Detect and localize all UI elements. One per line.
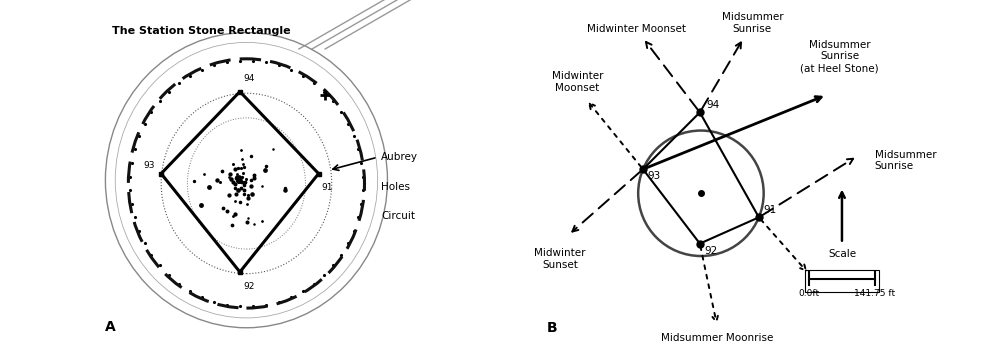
Text: Scale: Scale: [828, 249, 856, 259]
Text: Midsummer
Sunrise
(at Heel Stone): Midsummer Sunrise (at Heel Stone): [801, 40, 879, 73]
Text: 94: 94: [243, 74, 255, 84]
Text: Midsummer
Sunrise: Midsummer Sunrise: [721, 12, 783, 34]
Text: 93: 93: [648, 172, 661, 181]
Text: 92: 92: [243, 282, 255, 291]
Text: 92: 92: [704, 246, 717, 256]
Text: 94: 94: [706, 100, 719, 110]
Text: Midsummer Moonrise: Midsummer Moonrise: [661, 333, 774, 343]
Text: 91: 91: [321, 183, 333, 192]
Text: B: B: [547, 322, 558, 335]
Text: Circuit: Circuit: [381, 211, 415, 221]
Text: Holes: Holes: [381, 182, 410, 192]
Text: Aubrey: Aubrey: [381, 152, 418, 162]
Text: 0.0ft: 0.0ft: [799, 290, 819, 299]
Text: The Station Stone Rectangle: The Station Stone Rectangle: [112, 26, 291, 36]
Text: 91: 91: [763, 205, 777, 215]
Text: 141.75 ft: 141.75 ft: [854, 290, 896, 299]
Text: Midwinter
Sunset: Midwinter Sunset: [534, 248, 585, 270]
Text: Midwinter Moonset: Midwinter Moonset: [587, 24, 685, 34]
Text: Midwinter
Moonset: Midwinter Moonset: [552, 71, 603, 93]
Text: A: A: [105, 320, 116, 334]
Text: Midsummer
Sunrise: Midsummer Sunrise: [875, 150, 936, 171]
Text: 93: 93: [143, 161, 155, 170]
